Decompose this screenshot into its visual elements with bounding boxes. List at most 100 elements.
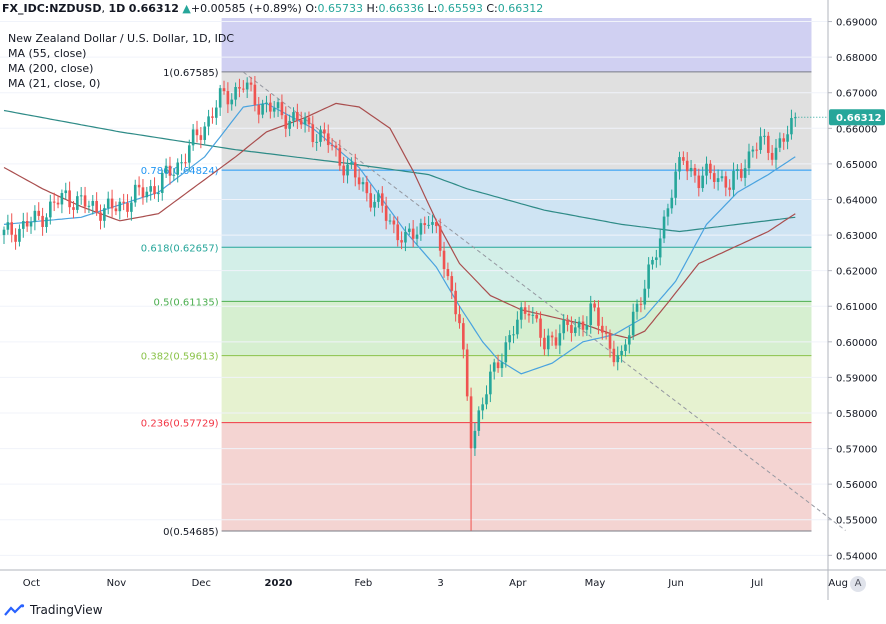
candle-body	[512, 334, 515, 336]
fib-level-label: 0.382(0.59613)	[141, 352, 219, 363]
price-tick-label: 0.56000	[836, 480, 877, 491]
candle-body	[353, 162, 357, 178]
candle-body	[647, 264, 650, 289]
last-price-tag	[829, 109, 885, 126]
candle-body	[419, 223, 423, 235]
candle-body	[234, 86, 237, 100]
auto-scale-button[interactable]: A	[850, 576, 866, 592]
high-value: 0.66336	[378, 2, 424, 15]
candle-body	[469, 396, 473, 449]
candle-body	[95, 200, 98, 213]
ma21-line	[3, 102, 796, 339]
candle-body	[245, 82, 249, 90]
candle-body	[384, 205, 388, 221]
candle-body	[41, 215, 44, 227]
candle-body	[747, 151, 751, 169]
candle-body	[10, 222, 14, 235]
candle-body	[492, 362, 496, 372]
candle-body	[187, 145, 191, 163]
candle-body	[56, 202, 60, 205]
candle-body	[45, 217, 48, 227]
candle-body	[477, 410, 481, 431]
time-axis[interactable]: Oct Nov Dec 2020 Feb 3 Apr May Jun Jul Aug	[23, 578, 848, 589]
series-legend[interactable]: New Zealand Dollar / U.S. Dollar, 1D, ID…	[8, 32, 235, 45]
candle-body	[585, 324, 589, 330]
ma55-legend[interactable]: MA (55, close)	[8, 47, 87, 60]
symbol-name[interactable]: FX_IDC:NZDUSD	[2, 2, 102, 15]
candle-body	[265, 102, 268, 104]
candle-body	[18, 228, 21, 242]
candle-body	[280, 102, 284, 116]
symbol-header: FX_IDC:NZDUSD, 1D 0.66312 ▲+0.00585 (+0.…	[2, 2, 544, 15]
candle-body	[172, 174, 176, 176]
candle-body	[238, 86, 241, 89]
candle-body	[218, 88, 222, 108]
candle-body	[276, 102, 280, 109]
time-axis-label: Dec	[192, 578, 211, 589]
candle-body	[369, 193, 372, 208]
fibonacci-retracement[interactable]: 1(0.67585) 0.786(0.64824) 0.618(0.62657) 0.…	[141, 18, 812, 538]
candle-body	[562, 320, 565, 334]
candle-body	[211, 116, 214, 118]
candle-body	[342, 165, 345, 176]
fib-level-label: 0.618(0.62657)	[141, 243, 219, 254]
candle-body	[176, 162, 179, 175]
time-axis-label: Jul	[750, 578, 763, 589]
candle-body	[137, 184, 141, 188]
candle-body	[226, 91, 230, 105]
candle-body	[288, 120, 291, 129]
candle-body	[319, 129, 322, 142]
time-axis-label: May	[585, 578, 606, 589]
candle-body	[272, 108, 276, 112]
fib-band	[221, 18, 812, 72]
fib-band	[221, 170, 812, 248]
candle-body	[701, 175, 704, 189]
time-axis-label: Nov	[107, 578, 127, 589]
candle-body	[261, 103, 264, 115]
candle-body	[130, 202, 133, 212]
candle-body	[106, 198, 110, 209]
candle-body	[516, 319, 519, 335]
candle-body	[180, 162, 183, 164]
brand-name: TradingView	[30, 603, 103, 617]
candle-body	[558, 333, 562, 346]
time-axis-label: Jun	[667, 578, 684, 589]
candle-body	[203, 126, 207, 140]
candle-body	[736, 169, 739, 171]
ma21-legend[interactable]: MA (21, close, 0)	[8, 77, 101, 90]
time-axis-label: 3	[437, 578, 443, 589]
candle-body	[149, 186, 152, 192]
candle-body	[326, 133, 330, 146]
candle-body	[655, 257, 658, 260]
candle-body	[118, 201, 122, 212]
candle-body	[573, 327, 577, 333]
candle-body	[790, 117, 793, 135]
candle-body	[64, 190, 68, 194]
price-tick-label: 0.57000	[836, 445, 877, 456]
candle-body	[546, 335, 550, 350]
candle-body	[620, 350, 623, 356]
candle-body	[782, 138, 786, 142]
tradingview-logo[interactable]: TradingView	[4, 603, 103, 617]
candle-body	[786, 134, 789, 142]
candle-body	[303, 117, 307, 125]
candle-body	[60, 193, 64, 205]
trend-line[interactable]	[243, 71, 846, 531]
open-value: 0.65733	[317, 2, 364, 15]
candle-body	[29, 222, 33, 227]
candle-body	[83, 195, 87, 207]
time-axis-label: Feb	[355, 578, 373, 589]
candle-body	[68, 190, 71, 208]
candle-body	[643, 288, 647, 305]
price-tick-label: 0.65000	[836, 160, 877, 171]
candle-body	[739, 169, 743, 178]
candle-body	[365, 182, 369, 194]
ma200-legend[interactable]: MA (200, close)	[8, 62, 94, 75]
price-axis[interactable]: 0.69000 0.68000 0.67000 0.66000 0.65000 0.640…	[0, 0, 886, 600]
price-tick-label: 0.62000	[836, 267, 877, 278]
fib-level-label: 1(0.67585)	[163, 68, 219, 79]
candle-body	[755, 149, 758, 151]
candle-body	[566, 320, 569, 325]
candle-body	[114, 208, 118, 212]
